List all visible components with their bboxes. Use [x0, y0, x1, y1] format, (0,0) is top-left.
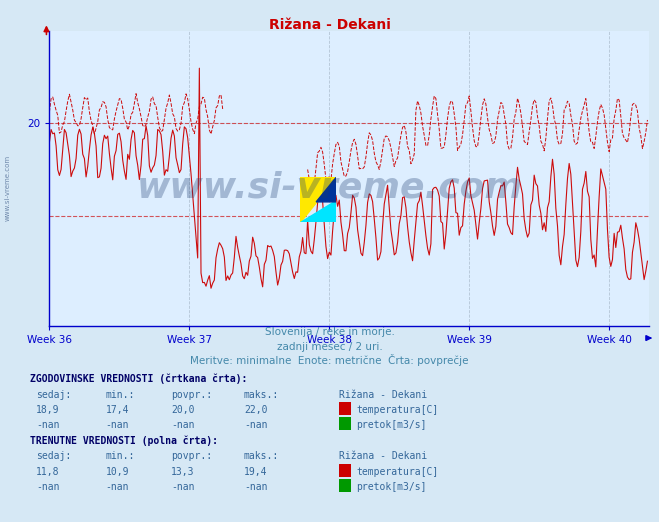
Text: Slovenija / reke in morje.: Slovenija / reke in morje. [264, 327, 395, 337]
Text: 20,0: 20,0 [171, 405, 195, 415]
Text: -nan: -nan [171, 482, 195, 492]
Text: 11,8: 11,8 [36, 467, 60, 477]
Text: ZGODOVINSKE VREDNOSTI (črtkana črta):: ZGODOVINSKE VREDNOSTI (črtkana črta): [30, 374, 247, 384]
Text: maks.:: maks.: [244, 451, 279, 461]
Text: -nan: -nan [171, 420, 195, 430]
Text: maks.:: maks.: [244, 389, 279, 399]
Text: povpr.:: povpr.: [171, 389, 212, 399]
Text: temperatura[C]: temperatura[C] [357, 467, 439, 477]
Text: -nan: -nan [244, 420, 268, 430]
Polygon shape [300, 200, 336, 222]
Text: sedaj:: sedaj: [36, 389, 71, 399]
Text: zadnji mesec / 2 uri.: zadnji mesec / 2 uri. [277, 342, 382, 352]
Text: 19,4: 19,4 [244, 467, 268, 477]
Text: Rižana - Dekani: Rižana - Dekani [339, 389, 428, 399]
Text: 17,4: 17,4 [105, 405, 129, 415]
Polygon shape [300, 177, 336, 222]
Text: min.:: min.: [105, 389, 135, 399]
Polygon shape [316, 177, 336, 202]
Text: temperatura[C]: temperatura[C] [357, 405, 439, 415]
Text: min.:: min.: [105, 451, 135, 461]
Text: 18,9: 18,9 [36, 405, 60, 415]
Text: -nan: -nan [244, 482, 268, 492]
Text: 10,9: 10,9 [105, 467, 129, 477]
Text: 22,0: 22,0 [244, 405, 268, 415]
Text: -nan: -nan [36, 482, 60, 492]
Text: Rižana - Dekani: Rižana - Dekani [339, 451, 428, 461]
Text: 13,3: 13,3 [171, 467, 195, 477]
Text: -nan: -nan [105, 420, 129, 430]
Text: sedaj:: sedaj: [36, 451, 71, 461]
Text: pretok[m3/s]: pretok[m3/s] [357, 420, 427, 430]
Text: -nan: -nan [105, 482, 129, 492]
Text: pretok[m3/s]: pretok[m3/s] [357, 482, 427, 492]
Text: www.si-vreme.com: www.si-vreme.com [5, 155, 11, 221]
Text: www.si-vreme.com: www.si-vreme.com [136, 171, 523, 205]
Text: povpr.:: povpr.: [171, 451, 212, 461]
Text: TRENUTNE VREDNOSTI (polna črta):: TRENUTNE VREDNOSTI (polna črta): [30, 435, 217, 446]
Text: Meritve: minimalne  Enote: metrične  Črta: povprečje: Meritve: minimalne Enote: metrične Črta:… [190, 354, 469, 366]
Text: -nan: -nan [36, 420, 60, 430]
Text: Rižana - Dekani: Rižana - Dekani [269, 18, 390, 32]
